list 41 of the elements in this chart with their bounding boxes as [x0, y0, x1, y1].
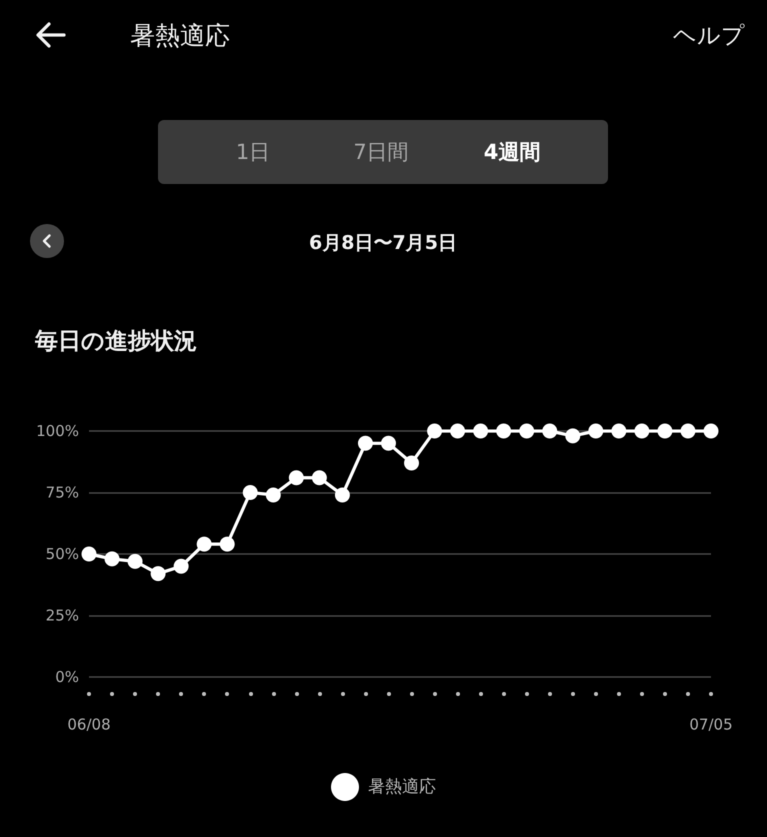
- point: [496, 424, 512, 438]
- point: [334, 487, 350, 502]
- point: [473, 424, 488, 438]
- point: [588, 424, 604, 438]
- point: [657, 424, 672, 438]
- point: [104, 551, 120, 566]
- point: [565, 428, 580, 444]
- point: [266, 487, 281, 502]
- point: [358, 436, 373, 451]
- text: ヘルプ: [673, 22, 745, 51]
- y-tick-label: 75%: [46, 484, 79, 502]
- text: 6月8日〜7月5日: [309, 231, 457, 256]
- text: 暑熱適応: [130, 20, 230, 52]
- point: [150, 566, 166, 582]
- y-tick-label: 0%: [55, 668, 79, 686]
- point: [288, 470, 304, 486]
- x-tick-label: 06/08: [67, 716, 111, 734]
- point: [174, 558, 189, 574]
- point: [220, 536, 235, 552]
- x-tick-label: 07/05: [689, 716, 733, 734]
- y-tick-label: 100%: [36, 422, 79, 440]
- point: [450, 424, 466, 438]
- segmented-control: 1日 7日間 4週間: [158, 120, 608, 184]
- point: [312, 470, 327, 486]
- point: [427, 424, 442, 438]
- point: [634, 424, 650, 438]
- point: [542, 424, 558, 438]
- point: [611, 424, 626, 438]
- chart-title: 毎日の進捗状況: [34, 328, 197, 354]
- point: [404, 455, 420, 470]
- point: [82, 546, 96, 562]
- point: [704, 424, 718, 438]
- point: [519, 424, 534, 438]
- point: [380, 436, 396, 451]
- point: [196, 536, 212, 552]
- point: [242, 485, 258, 500]
- point: [680, 424, 696, 438]
- y-tick-label: 50%: [46, 545, 79, 563]
- point: [128, 554, 143, 569]
- y-tick-label: 25%: [46, 606, 79, 624]
- legend-label: 暑熱適応: [368, 777, 436, 797]
